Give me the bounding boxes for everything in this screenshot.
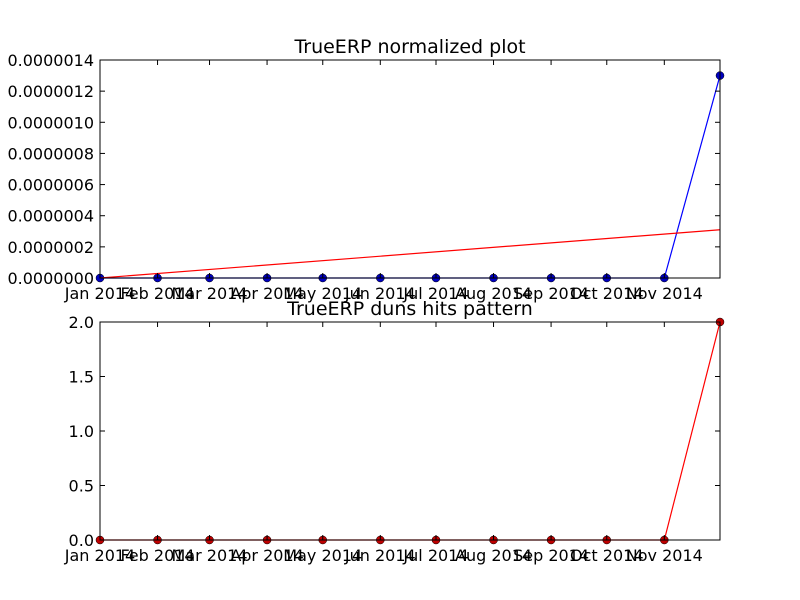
duns-x-tick-label: Sep 2014 [513,546,589,565]
duns-y-tick-label: 2.0 [69,313,94,332]
duns-x-tick-label: Oct 2014 [570,546,643,565]
normalized-x-tick-label: Jul 2014 [402,284,468,303]
normalized-y-tick-label: 0.0000000 [7,269,94,288]
duns-x-tick-label: Jan 2014 [64,546,135,565]
normalized-plot-title: TrueERP normalized plot [293,36,525,58]
duns-x-tick-label: Nov 2014 [626,546,703,565]
normalized-y-tick-label: 0.0000006 [7,176,94,195]
duns-x-tick-label: Feb 2014 [120,546,194,565]
duns-x-tick-label: Apr 2014 [230,546,303,565]
normalized-x-tick-label: Jan 2014 [64,284,135,303]
normalized-x-tick-label: Mar 2014 [172,284,248,303]
normalized-x-tick-label: Apr 2014 [230,284,303,303]
normalized-x-tick-label: Aug 2014 [455,284,532,303]
normalized-y-tick-label: 0.0000002 [7,238,94,257]
normalized-x-tick-label: May 2014 [283,284,362,303]
duns-hits-frame [99,321,721,541]
normalized-series-line-0 [100,75,721,279]
duns-x-tick-label: Jun 2014 [344,546,416,565]
duns-x-tick-label: May 2014 [283,546,362,565]
normalized-y-tick-label: 0.0000004 [7,207,94,226]
normalized-x-tick-label: Oct 2014 [570,284,643,303]
normalized-y-tick-label: 0.0000012 [7,82,94,101]
duns-y-tick-label: 1.5 [69,368,94,387]
duns-y-tick-label: 1.0 [69,422,94,441]
duns-series-line-0 [100,321,721,541]
normalized-x-tick-label: Nov 2014 [626,284,703,303]
duns-x-tick-label: Aug 2014 [455,546,532,565]
duns-y-tick-label: 0.5 [69,477,94,496]
normalized-trend-line [99,229,721,279]
normalized-y-tick-label: 0.0000010 [7,113,94,132]
duns-y-tick-label: 0.0 [69,531,94,550]
duns-x-tick-label: Jul 2014 [402,546,468,565]
normalized-x-tick-label: Sep 2014 [513,284,589,303]
duns-hits-title: TrueERP duns hits pattern [286,298,533,320]
normalized-x-tick-label: Feb 2014 [120,284,194,303]
normalized-x-tick-label: Jun 2014 [344,284,416,303]
normalized-y-tick-label: 0.0000008 [7,144,94,163]
duns-x-tick-label: Mar 2014 [172,546,248,565]
normalized-plot-frame [99,59,721,279]
normalized-y-tick-label: 0.0000014 [7,51,94,70]
